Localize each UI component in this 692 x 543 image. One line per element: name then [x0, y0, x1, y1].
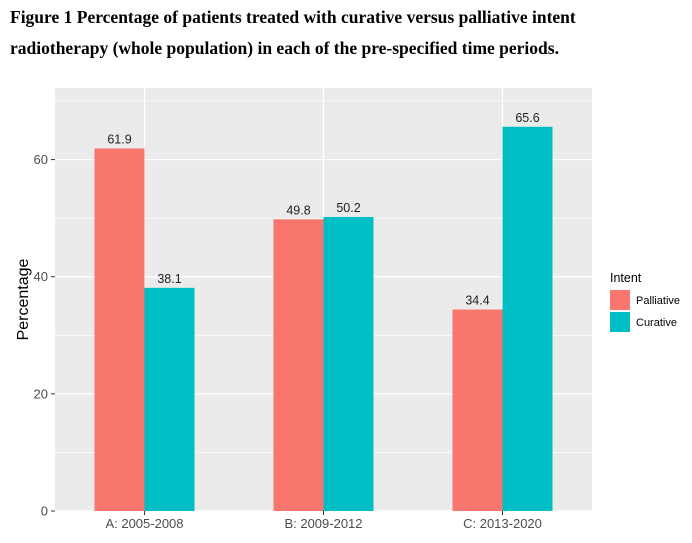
legend-title: Intent	[610, 271, 642, 285]
y-tick-label: 20	[34, 386, 48, 401]
legend-label-curative: Curative	[636, 317, 677, 329]
bar-curative-2	[323, 216, 374, 511]
caption-line-1: Figure 1 Percentage of patients treated …	[10, 7, 576, 27]
bar-palliative-2	[273, 219, 324, 511]
bar-data-label: 50.2	[336, 201, 360, 215]
bar-palliative-1	[94, 148, 145, 511]
bar-data-label: 38.1	[157, 272, 181, 286]
figure-caption: Figure 1 Percentage of patients treated …	[10, 2, 680, 64]
caption-line-2: radiotherapy (whole population) in each …	[10, 38, 559, 58]
x-tick-label: A: 2005-2008	[105, 516, 183, 531]
y-tick-label: 0	[41, 504, 48, 519]
y-tick-label: 40	[34, 269, 48, 284]
bar-palliative-3	[452, 309, 503, 511]
bar-curative-3	[502, 126, 553, 512]
legend-swatch-palliative	[610, 290, 630, 310]
bar-data-label: 49.8	[286, 203, 310, 217]
y-axis-title: Percentage	[15, 258, 32, 340]
legend-swatch-curative	[610, 312, 630, 332]
x-tick-label: B: 2009-2012	[284, 516, 362, 531]
bar-data-label: 34.4	[465, 294, 489, 308]
legend-label-palliative: Palliative	[636, 295, 680, 307]
x-tick-label: C: 2013-2020	[463, 516, 542, 531]
bar-data-label: 61.9	[107, 132, 131, 146]
y-tick-label: 60	[34, 152, 48, 167]
bar-curative-1	[144, 287, 195, 511]
bar-data-label: 65.6	[515, 111, 539, 125]
